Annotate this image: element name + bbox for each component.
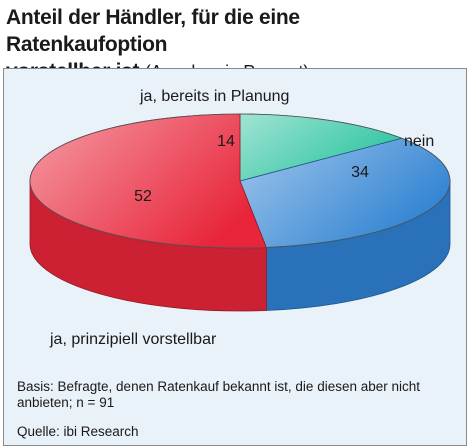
data-label-planung: 14 <box>217 133 235 150</box>
data-label-vorstellbar: 52 <box>134 188 152 205</box>
chart-panel: ja, bereits in Planung nein ja, prinzipi… <box>3 68 467 446</box>
basis-note: Basis: Befragte, denen Ratenkauf bekannt… <box>17 379 421 410</box>
legend-label-vorstellbar: ja, prinzipiell vorstellbar <box>50 331 217 348</box>
source-note: Quelle: ibi Research <box>17 424 139 439</box>
title-line-1: Anteil der Händler, für die eine Ratenka… <box>6 6 300 56</box>
legend-label-nein: nein <box>404 133 435 150</box>
pie-chart <box>29 113 451 312</box>
data-label-nein: 34 <box>351 164 369 181</box>
legend-label-planung: ja, bereits in Planung <box>140 88 290 105</box>
pie-outline <box>29 113 451 249</box>
